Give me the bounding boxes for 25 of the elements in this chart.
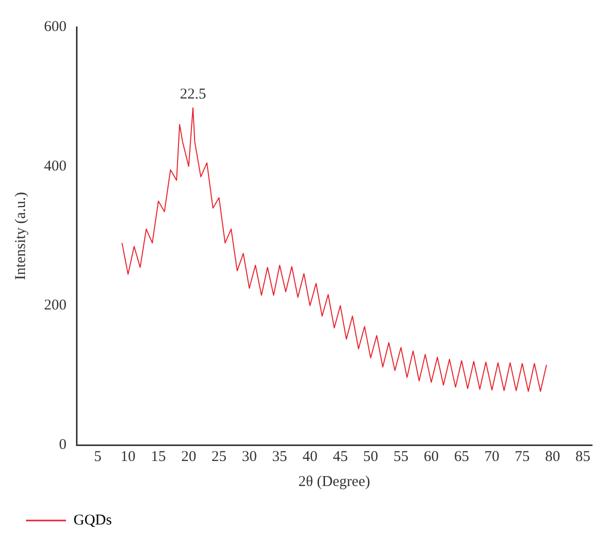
x-tick-label: 65 <box>454 448 470 465</box>
x-tick-label: 10 <box>120 448 136 465</box>
y-tick-label: 200 <box>44 298 66 314</box>
x-tick-label: 45 <box>332 448 348 465</box>
legend-label: GQDs <box>74 512 112 528</box>
x-tick-label: 35 <box>272 448 288 465</box>
x-tick-label: 80 <box>545 448 560 465</box>
y-tick-label: 0 <box>59 436 66 453</box>
x-axis-title: 2θ (Degree) <box>298 474 370 490</box>
x-tick-label: 60 <box>424 448 439 465</box>
annotation: 22.5 <box>180 86 206 102</box>
x-tick-label: 75 <box>514 448 530 465</box>
x-tick-label: 55 <box>393 448 408 465</box>
x-tick-label: 30 <box>242 448 257 465</box>
x-tick-label: 40 <box>302 448 318 465</box>
x-tick-label: 85 <box>575 448 590 465</box>
x-tick-label: 5 <box>94 448 102 465</box>
x-tick-label: 25 <box>212 448 227 465</box>
y-tick-label: 400 <box>44 158 66 174</box>
y-axis-title: Intensity (a.u.) <box>12 192 29 280</box>
x-tick-label: 70 <box>484 448 500 465</box>
x-tick-label: 20 <box>181 448 196 465</box>
x-tick-label: 15 <box>150 448 166 465</box>
y-tick-label: 600 <box>44 18 66 35</box>
x-tick-label: 50 <box>363 448 378 465</box>
